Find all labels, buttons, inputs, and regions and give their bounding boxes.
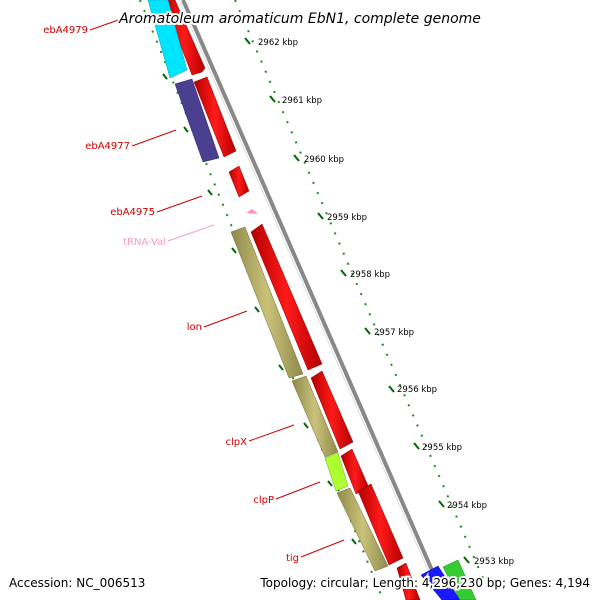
gene-labels: ebA4979 ebA4977 ebA4975 tRNA-Val lon clp… xyxy=(43,25,299,564)
gene-arrow-next xyxy=(396,562,421,600)
trna-val-mark xyxy=(246,209,258,214)
ruler-labels: 2962 kbp 2961 kbp 2960 kbp 2959 kbp 2958… xyxy=(258,38,514,567)
cog-block-ebA4979 xyxy=(147,0,188,79)
genome-summary-text: Topology: circular; Length: 4,296,230 bp… xyxy=(259,576,590,590)
tick-label-2957: 2957 kbp xyxy=(374,328,414,338)
tick-label-2955: 2955 kbp xyxy=(422,443,462,453)
cog-block-clpX xyxy=(291,375,339,458)
genome-backbone xyxy=(181,0,447,600)
tick-label-2954: 2954 kbp xyxy=(447,501,487,511)
tick-label-2956: 2956 kbp xyxy=(397,385,437,395)
cog-block-green xyxy=(442,559,477,600)
cog-block-clpP xyxy=(324,452,349,492)
label-leaders xyxy=(89,17,345,558)
gene-arrow-ebA4977 xyxy=(193,76,237,158)
gene-label-ebA4979: ebA4979 xyxy=(43,25,88,36)
gene-label-clpX: clpX xyxy=(226,437,248,448)
tick-label-2959: 2959 kbp xyxy=(327,213,367,223)
tick-label-2962: 2962 kbp xyxy=(258,38,298,48)
cog-block-blue xyxy=(420,565,461,600)
gene-label-clpP: clpP xyxy=(253,495,274,506)
tick-label-2953: 2953 kbp xyxy=(474,557,514,567)
gene-arrow-ebA4975 xyxy=(228,165,250,198)
gene-arrows-forward xyxy=(162,0,421,600)
cog-block-lon xyxy=(230,226,304,379)
gene-arrow-ebA4979 xyxy=(162,0,206,76)
gene-label-ebA4977: ebA4977 xyxy=(85,141,130,152)
gene-label-tRNA-Val: tRNA-Val xyxy=(123,237,166,248)
ruler-inner-ticks xyxy=(162,73,357,545)
gene-label-tig: tig xyxy=(286,553,299,564)
ruler-line-outer xyxy=(234,0,489,591)
cog-blocks xyxy=(147,0,477,600)
genome-backbone-inner xyxy=(178,0,442,600)
tick-label-2961: 2961 kbp xyxy=(282,96,322,106)
gene-label-lon: lon xyxy=(187,322,202,333)
tick-label-2958: 2958 kbp xyxy=(350,270,390,280)
map-title: Aromatoleum aromaticum EbN1, complete ge… xyxy=(118,11,481,27)
gene-arrow-lon xyxy=(250,223,323,371)
gene-label-ebA4975: ebA4975 xyxy=(110,207,155,218)
gene-arrow-tig xyxy=(357,483,404,566)
ruler-major-ticks xyxy=(244,37,470,564)
cog-block-tig xyxy=(336,487,389,572)
cog-block-ebA4977 xyxy=(174,78,220,163)
accession-text: Accession: NC_006513 xyxy=(9,576,145,590)
gene-arrow-clpX xyxy=(310,370,354,450)
tick-label-2960: 2960 kbp xyxy=(304,155,344,165)
